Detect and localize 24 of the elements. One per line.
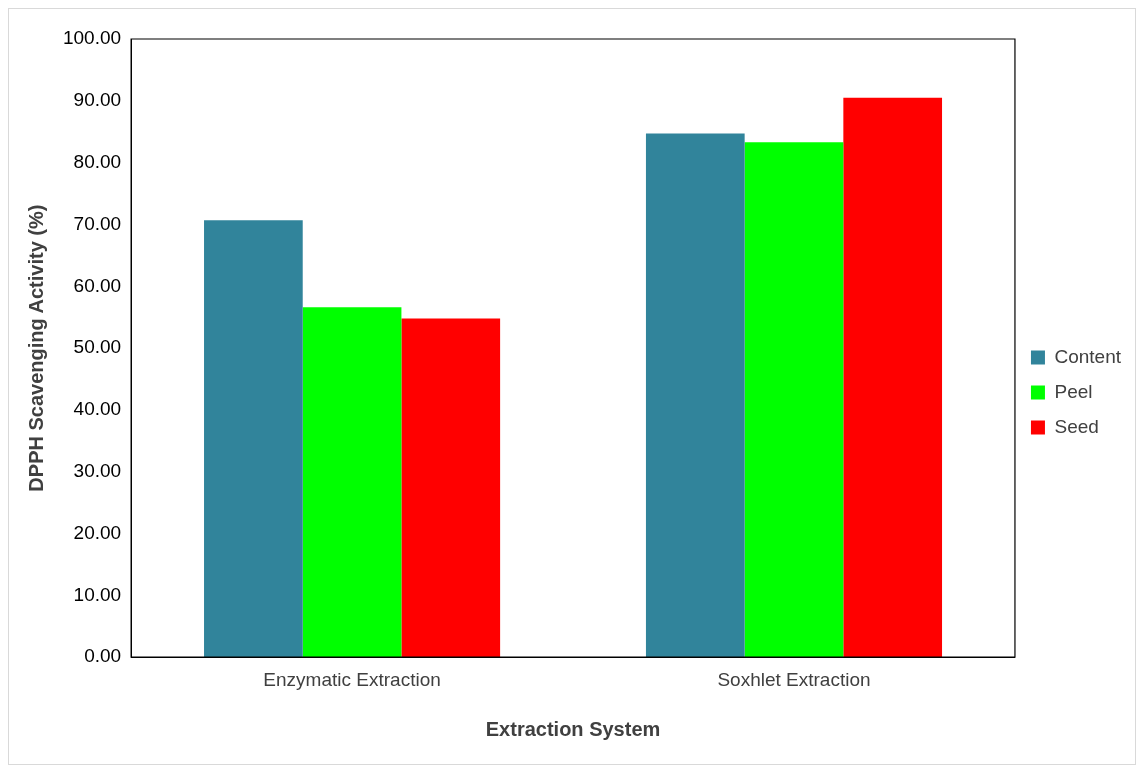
y-tick-label: 60.00	[73, 274, 122, 296]
legend-label: Content	[1054, 345, 1122, 367]
bar	[843, 97, 943, 658]
y-tick-label: 50.00	[73, 336, 122, 358]
y-tick-label: 80.00	[73, 150, 122, 172]
bar	[744, 142, 844, 658]
legend-label: Seed	[1054, 415, 1099, 437]
y-tick-label: 90.00	[73, 89, 122, 111]
bar	[401, 318, 501, 658]
legend-label: Peel	[1054, 380, 1093, 402]
y-axis-title: DPPH Scavenging Activity (%)	[24, 204, 47, 492]
bar	[204, 220, 303, 658]
x-tick-label: Soxhlet Extraction	[717, 668, 871, 690]
bar	[645, 133, 745, 658]
bar	[302, 307, 402, 658]
y-tick-label: 70.00	[73, 212, 122, 234]
y-tick-label: 30.00	[73, 459, 122, 481]
y-tick-label: 20.00	[73, 521, 122, 543]
x-axis-title: Extraction System	[485, 717, 661, 740]
y-tick-label: 0.00	[84, 645, 122, 667]
y-tick-label: 40.00	[73, 398, 122, 420]
x-tick-label: Enzymatic Extraction	[263, 668, 441, 690]
y-tick-label: 100.00	[62, 27, 122, 49]
y-tick-label: 10.00	[73, 583, 122, 605]
